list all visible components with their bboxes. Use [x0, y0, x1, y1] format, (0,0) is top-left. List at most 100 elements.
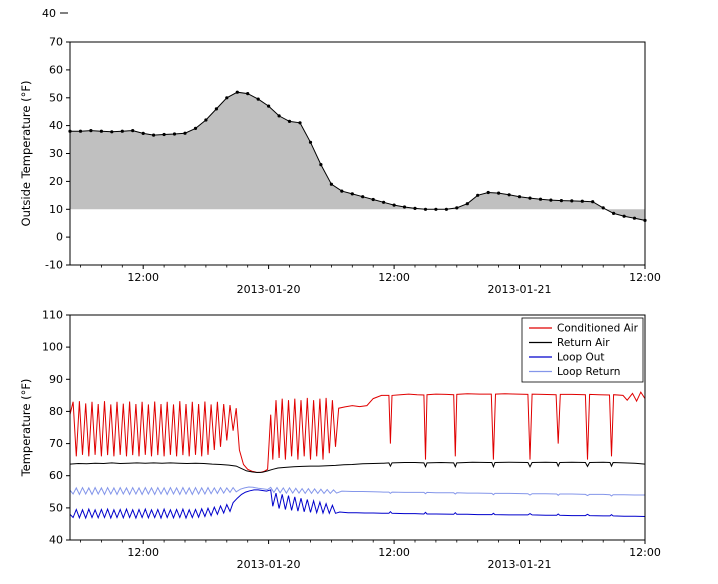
- series-loop-return-line: [69, 486, 645, 497]
- y-tick-label: 70: [49, 36, 63, 49]
- legend-label-loop-out: Loop Out: [557, 352, 605, 364]
- series-conditioned-air-line: [69, 391, 646, 474]
- marker-dot: [382, 200, 386, 204]
- x-tick-label: 12:00: [378, 546, 410, 559]
- y-tick-label: 110: [42, 309, 63, 322]
- x-tick-label: 12:00: [629, 271, 661, 284]
- marker-dot: [444, 207, 448, 211]
- marker-dot: [371, 197, 375, 202]
- y-axis-label: Outside Temperature (°F): [19, 81, 33, 227]
- y-tick-label: 50: [49, 91, 63, 104]
- marker-dot: [329, 182, 333, 186]
- marker-dot: [340, 189, 344, 193]
- series-outside-temperature-markers: [68, 90, 647, 222]
- marker-dot: [632, 216, 637, 220]
- marker-dot: [497, 191, 501, 195]
- marker-dot: [591, 200, 595, 204]
- marker-dot: [476, 193, 480, 197]
- legend-box: [521, 317, 644, 383]
- marker-dot: [601, 206, 605, 210]
- marker-dot: [193, 126, 198, 130]
- marker-dot: [612, 211, 616, 215]
- marker-dot: [204, 118, 208, 122]
- marker-dot: [152, 133, 156, 137]
- x-tick-label: 12:00: [378, 271, 410, 284]
- marker-dot: [392, 203, 396, 207]
- marker-dot: [465, 202, 469, 206]
- marker-dot: [507, 193, 511, 197]
- marker-dot: [99, 129, 103, 133]
- marker-dot: [78, 129, 83, 133]
- marker-dot: [402, 205, 407, 209]
- plot-border: [69, 314, 646, 541]
- marker-dot: [549, 198, 553, 202]
- legend-label-return-air: Return Air: [557, 337, 610, 349]
- marker-dot: [183, 131, 187, 135]
- outside-temperature-chart: -10 0 10 20 30 40 50 60 70 12:00 2013-01-20 12:00 20…: [19, 36, 661, 297]
- marker-dot: [277, 114, 281, 118]
- system-temperatures-chart: 40 50 60 70 80 90 100 110 12:00 2013-01-20 12:00 20…: [19, 309, 661, 572]
- cropped-axis-tick-label: 40: [42, 7, 56, 20]
- marker-dot: [361, 195, 365, 199]
- marker-dot: [110, 130, 114, 134]
- x-tick-date-label: 2013-01-21: [488, 558, 552, 571]
- marker-dot: [528, 196, 532, 200]
- marker-dot: [246, 92, 250, 96]
- marker-dot: [538, 197, 543, 201]
- y-tick-label: 40: [49, 119, 63, 132]
- cropped-axis-remnant: 40: [42, 7, 68, 20]
- marker-dot: [256, 97, 260, 101]
- x-tick-date-label: 2013-01-20: [237, 283, 301, 296]
- marker-dot: [434, 207, 438, 211]
- marker-dot: [235, 90, 239, 94]
- marker-dot: [413, 206, 417, 210]
- marker-dot: [455, 206, 459, 210]
- marker-dot: [580, 199, 584, 203]
- y-tick-label: 30: [49, 147, 63, 160]
- marker-dot: [89, 129, 93, 133]
- marker-dot: [225, 96, 229, 100]
- y-tick-label: 60: [49, 63, 63, 76]
- x-tick-label: 12:00: [127, 271, 159, 284]
- x-tick-date-label: 2013-01-20: [237, 558, 301, 571]
- marker-dot: [172, 132, 177, 136]
- marker-dot: [319, 163, 323, 167]
- marker-dot: [298, 121, 302, 125]
- y-tick-label: 100: [42, 341, 63, 354]
- marker-dot: [287, 119, 292, 123]
- y-tick-label: 70: [49, 437, 63, 450]
- marker-dot: [267, 104, 271, 108]
- y-tick-label: 40: [49, 534, 63, 547]
- legend: Conditioned Air Return Air Loop Out Loop Re…: [521, 317, 644, 383]
- marker-dot: [308, 140, 313, 144]
- y-tick-label: 90: [49, 373, 63, 386]
- series-outside-temperature-area: [70, 92, 645, 221]
- series-loop-out-line: [69, 489, 646, 520]
- y-tick-label: 80: [49, 405, 63, 418]
- y-tick-label: 10: [49, 203, 63, 216]
- marker-dot: [559, 199, 564, 203]
- y-tick-label: 0: [56, 231, 63, 244]
- marker-dot: [131, 129, 135, 133]
- y-axis-label: Temperature (°F): [19, 379, 33, 478]
- y-tick-label: 60: [49, 469, 63, 482]
- marker-dot: [622, 214, 626, 218]
- marker-dot: [423, 207, 428, 211]
- marker-dot: [570, 199, 574, 203]
- marker-dot: [517, 195, 522, 199]
- y-tick-label: 20: [49, 175, 63, 188]
- series-return-air-line: [69, 461, 646, 474]
- marker-dot: [141, 131, 145, 135]
- y-tick-label: 50: [49, 501, 63, 514]
- series-outside-temperature-line: [70, 91, 646, 221]
- legend-label-loop-return: Loop Return: [557, 366, 620, 378]
- marker-dot: [120, 129, 124, 133]
- marker-dot: [486, 190, 490, 195]
- marker-dot: [214, 107, 218, 111]
- x-tick-date-label: 2013-01-21: [488, 283, 552, 296]
- marker-dot: [350, 192, 354, 196]
- y-tick-label: -10: [45, 259, 63, 272]
- x-tick-label: 12:00: [127, 546, 159, 559]
- x-tick-label: 12:00: [629, 546, 661, 559]
